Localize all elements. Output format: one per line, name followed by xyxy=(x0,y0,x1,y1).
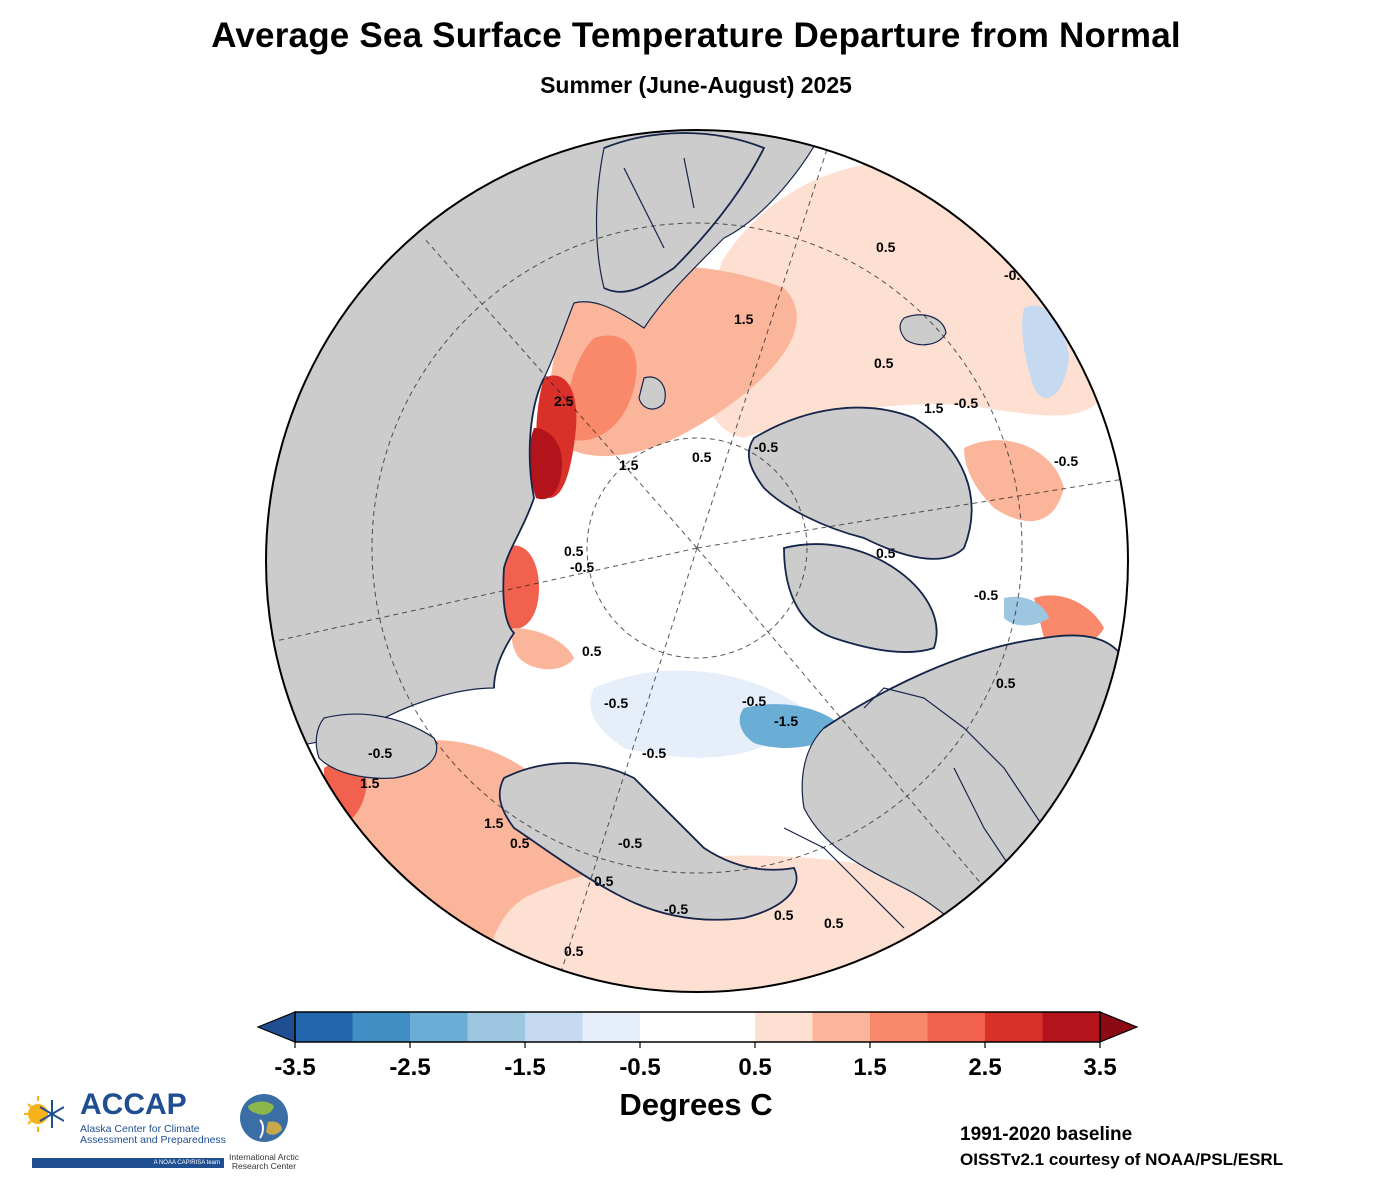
land-svalbard xyxy=(638,376,666,410)
accap-line-1: Alaska Center for Climate xyxy=(80,1123,200,1135)
contour-label: -0.5 xyxy=(742,693,766,709)
colorbar-swatch xyxy=(985,1012,1043,1042)
warm-region-baffin xyxy=(964,440,1064,522)
contour-label: 0.5 xyxy=(510,835,530,851)
graticule xyxy=(266,130,1128,992)
accap-line-2: Assessment and Preparedness xyxy=(80,1134,226,1146)
colorbar-swatch xyxy=(467,1012,526,1042)
accap-tagline: A NOAA CAP/RISA team xyxy=(32,1158,224,1168)
contour-label: 0.5 xyxy=(874,355,894,371)
colorbar-tick-label: -0.5 xyxy=(619,1054,660,1081)
chart-title: Average Sea Surface Temperature Departur… xyxy=(211,16,1181,55)
contour-label: -0.5 xyxy=(570,559,594,575)
contour-label: 0.5 xyxy=(564,543,584,559)
warm-region-kara-coast-core xyxy=(529,428,563,500)
contour-label: 1.5 xyxy=(484,815,504,831)
colorbar-swatch xyxy=(812,1012,871,1042)
colorbar-swatch xyxy=(870,1012,928,1042)
contour-label: -0.5 xyxy=(754,439,778,455)
cool-region-hudson xyxy=(1004,596,1049,626)
colorbar-under-arrow xyxy=(256,1011,296,1043)
iarc-logo[interactable]: International Arctic Research Center xyxy=(226,1092,302,1178)
contour-label: -0.5 xyxy=(664,901,688,917)
contour-label: -0.5 xyxy=(604,695,628,711)
colorbar-swatch xyxy=(582,1012,641,1042)
globe-icon xyxy=(240,1094,288,1142)
colorbar-swatch xyxy=(927,1012,986,1042)
cool-region-labrador xyxy=(1022,305,1069,398)
iarc-line-2: Research Center xyxy=(231,1161,297,1171)
coastlines xyxy=(493,132,1128,921)
colorbar-swatch xyxy=(295,1012,353,1042)
colorbar-over-arrow xyxy=(1099,1011,1139,1043)
colorbar-swatch xyxy=(1042,1012,1101,1042)
land-chukotka xyxy=(315,713,438,779)
colorbar-swatch xyxy=(525,1012,583,1042)
contour-label: 1.5 xyxy=(619,457,639,473)
contour-label: 0.5 xyxy=(824,915,844,931)
iarc-name: International Arctic Research Center xyxy=(226,1153,302,1171)
contour-label: -0.5 xyxy=(974,587,998,603)
colorbar-tick-label: -3.5 xyxy=(274,1054,315,1081)
colorbar: -3.5 -2.5 -1.5 -0.5 0.5 1.5 2.5 3.5 xyxy=(256,1011,1139,1081)
colorbar-swatch xyxy=(697,1012,756,1042)
contour-labels: 0.5 -0.5 1.5 2.5 1.5 0.5 -0.5 0.5 -0.5 1… xyxy=(360,239,1078,959)
chart-subtitle: Summer (June-August) 2025 xyxy=(540,72,852,98)
colorbar-tick-label: -1.5 xyxy=(504,1054,545,1081)
warm-region-white-sea xyxy=(564,335,637,441)
sun-snowflake-icon xyxy=(24,1096,64,1132)
warm-region-gulf-alaska xyxy=(484,855,976,992)
cool-anomalies xyxy=(590,305,1069,758)
contour-label: 0.5 xyxy=(692,449,712,465)
contour-label: 1.5 xyxy=(734,311,754,327)
baseline-note: 1991-2020 baseline xyxy=(960,1124,1133,1145)
colorbar-tick-label: 1.5 xyxy=(853,1054,886,1081)
contour-label: -0.5 xyxy=(618,835,642,851)
contour-label: 0.5 xyxy=(996,675,1016,691)
colorbar-tick-label: 0.5 xyxy=(738,1054,771,1081)
data-source-credit: OISSTv2.1 courtesy of NOAA/PSL/ESRL xyxy=(960,1150,1284,1169)
colorbar-frame xyxy=(294,1011,1101,1043)
colorbar-tick-label: 2.5 xyxy=(968,1054,1001,1081)
colorbar-unit-label: Degrees C xyxy=(619,1087,773,1122)
colorbar-swatch xyxy=(755,1012,813,1042)
warm-region-hudson-bay xyxy=(1034,595,1104,645)
land-iceland xyxy=(899,314,947,346)
colorbar-tick-label: -2.5 xyxy=(389,1054,430,1081)
contour-label: -0.5 xyxy=(368,745,392,761)
warm-region-laptev xyxy=(511,628,574,670)
contour-label: -0.5 xyxy=(642,745,666,761)
contour-label: 0.5 xyxy=(564,943,584,959)
polar-sst-anomaly-map: 0.5 -0.5 1.5 2.5 1.5 0.5 -0.5 0.5 -0.5 1… xyxy=(265,129,1129,993)
iarc-line-1: International Arctic xyxy=(229,1152,299,1162)
contour-label: 0.5 xyxy=(774,907,794,923)
colorbar-ticks: -3.5 -2.5 -1.5 -0.5 0.5 1.5 2.5 3.5 xyxy=(274,1042,1117,1081)
colorbar-tick-label: 3.5 xyxy=(1083,1054,1116,1081)
accap-name: ACCAP xyxy=(80,1088,187,1121)
colorbar-swatch xyxy=(410,1012,468,1042)
contour-label: 2.5 xyxy=(554,393,574,409)
accap-subtitle: Alaska Center for Climate Assessment and… xyxy=(80,1124,230,1146)
colorbar-swatch xyxy=(640,1012,698,1042)
contour-label: -1.5 xyxy=(774,713,798,729)
colorbar-swatch xyxy=(352,1012,411,1042)
contour-label: 0.5 xyxy=(876,239,896,255)
contour-label: -0.5 xyxy=(1054,453,1078,469)
colorbar-swatches xyxy=(295,1012,1101,1042)
accap-logo[interactable]: ACCAP Alaska Center for Climate Assessme… xyxy=(20,1086,226,1172)
contour-label: 1.5 xyxy=(360,775,380,791)
map-border xyxy=(265,129,1129,993)
contour-label: -0.5 xyxy=(954,395,978,411)
contour-label: 1.5 xyxy=(924,400,944,416)
contour-label: 0.5 xyxy=(582,643,602,659)
